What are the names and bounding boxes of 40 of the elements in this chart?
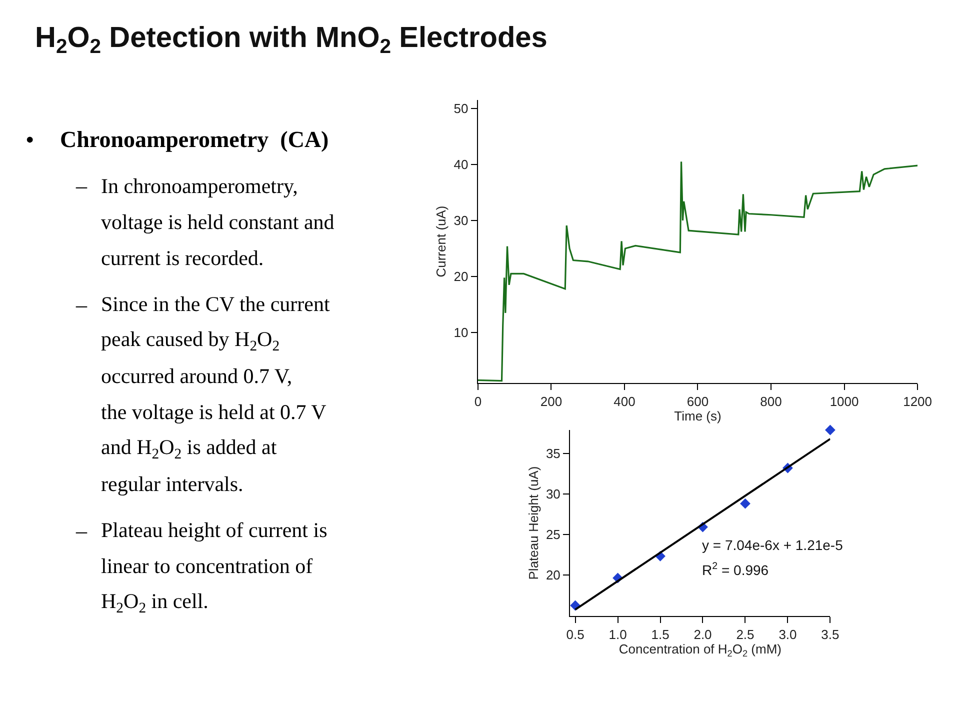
annotation: R$^{2}$ = 0.996 [702,561,769,578]
annotation: y = 7.04e-6x + 1.21e-5 [702,537,844,553]
text: Plateau height of current is linear to concentration of H$_{2}$O$_{2}$ in cell. [101,518,328,616]
x-tick-label: 1200 [903,394,932,409]
x-tick-label: 800 [760,394,782,409]
point [740,498,750,509]
text: – [75,292,88,317]
x-tick-label: 200 [540,394,562,409]
x-axis-title: Concentration of H$_{2}$O$_{2}$ (mM) [618,642,782,658]
x-tick-label: 0 [474,394,482,409]
y-tick-label: 50 [454,100,468,116]
y-tick-label: 30 [454,213,468,228]
text: Chronoamperometry (CA) [60,127,329,152]
y-tick-label: 35 [546,446,560,461]
y-tick-label: 20 [546,567,560,582]
x-tick-label: 3.5 [821,626,840,642]
y-tick-label: 10 [454,325,468,340]
y-axis-title: Current (uA) [434,206,449,278]
text: Since in the CV the current peak caused by H$_{2}$O$_{2}$ occurred around 0.7 V, the voltage is held at 0.7 V and H$_{2}$O$_{2}$ is added at regular intervals. [101,292,330,496]
text: H$_{2}$O$_{2}$ Detection with MnO$_{2}$ Electrodes [35,22,548,58]
x-tick-label: 1.5 [651,626,670,642]
point [825,424,836,436]
text: – [75,518,88,543]
x-tick-label: 0.5 [566,626,584,642]
text: – [75,173,88,198]
text: • [26,127,34,152]
x-tick-label: 2.5 [736,626,754,642]
x-tick-label: 2.0 [694,626,712,642]
y-tick-label: 30 [546,486,560,502]
text: In chronoamperometry, voltage is held constant and current is recorded. [101,174,335,270]
x-axis-title: Time (s) [674,408,722,424]
x-tick-label: 1.0 [608,626,627,642]
y-tick-label: 25 [546,526,560,542]
y-tick-label: 40 [454,157,468,172]
y-axis-title: Plateau Height (uA) [526,466,541,580]
x-tick-label: 400 [614,394,636,409]
x-tick-label: 1000 [830,394,859,409]
y-tick-label: 20 [454,269,468,284]
x-tick-label: 600 [686,394,709,409]
x-tick-label: 3.0 [778,626,797,642]
